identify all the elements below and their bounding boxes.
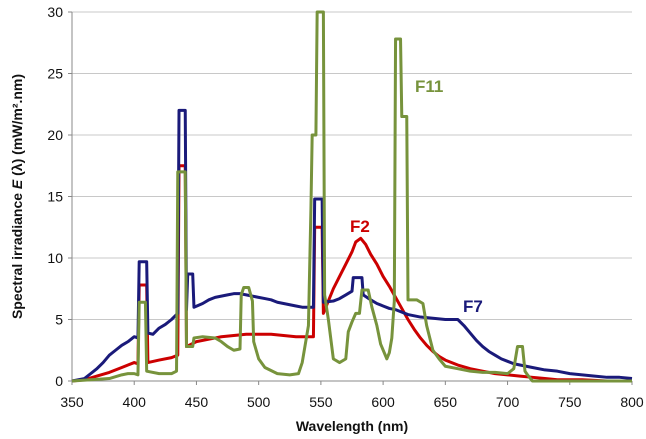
x-tick-label-600: 600	[371, 394, 395, 410]
y-axis-title-symbol: E	[9, 179, 25, 189]
y-tick-label-20: 20	[47, 127, 63, 143]
series-line-f11	[71, 10, 632, 383]
y-axis-title-prefix: Spectral irradiance	[9, 189, 25, 319]
y-axis-title-suffix: (λ) (mW/m².nm)	[9, 74, 25, 180]
x-tick-label-450: 450	[185, 394, 209, 410]
y-tick-label-30: 30	[47, 4, 63, 20]
x-tick-label-400: 400	[123, 394, 147, 410]
x-tick-label-500: 500	[247, 394, 271, 410]
y-tick-label-25: 25	[47, 66, 63, 82]
series-label-f7: F7	[463, 297, 483, 316]
y-tick-label-15: 15	[47, 189, 63, 205]
y-tick-label-0: 0	[55, 373, 63, 389]
x-tick-label-750: 750	[558, 394, 582, 410]
y-tick-label-5: 5	[55, 312, 63, 328]
x-tick-label-350: 350	[60, 394, 84, 410]
series-labels: F7 F2 F11	[350, 77, 483, 316]
x-tick-label-650: 650	[434, 394, 458, 410]
series-lines	[71, 10, 633, 383]
tick-labels: 0 5 10 15 20 25 30 350 400 450 500 550 600 650 700 750 8…	[47, 4, 643, 410]
gridlines	[72, 11, 632, 320]
y-tick-label-10: 10	[47, 250, 63, 266]
series-line-f2	[71, 164, 632, 383]
x-axis-title: Wavelength (nm)	[296, 418, 408, 434]
series-label-f2: F2	[350, 217, 370, 236]
series-label-f11: F11	[415, 77, 443, 96]
x-tick-label-550: 550	[309, 394, 333, 410]
x-tick-label-800: 800	[620, 394, 644, 410]
x-tick-label-700: 700	[496, 394, 520, 410]
series-line-f7	[71, 108, 633, 383]
y-axis-title: Spectral irradiance E (λ) (mW/m².nm)	[9, 74, 25, 319]
